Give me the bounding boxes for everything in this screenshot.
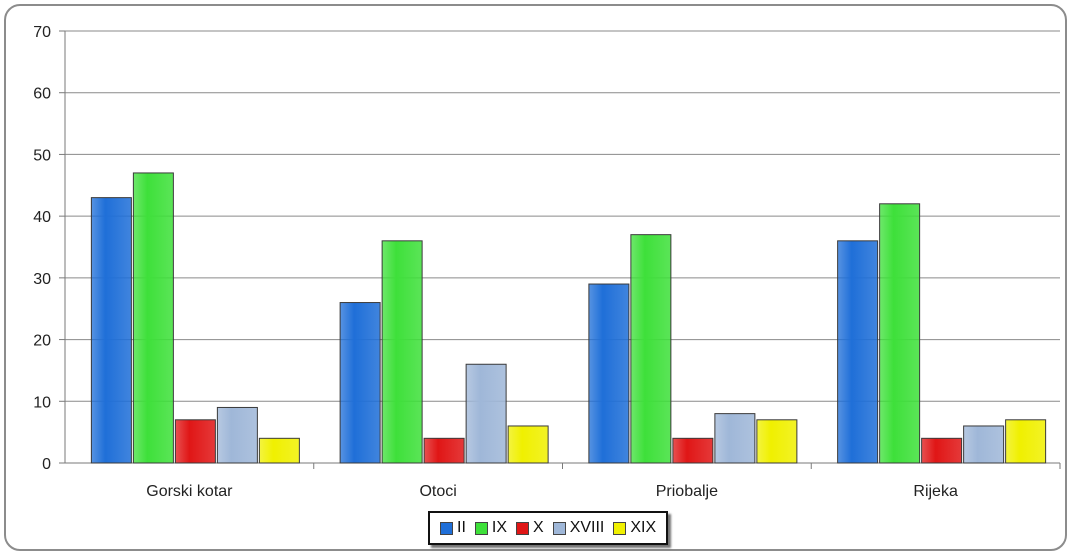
bar-X-rijeka bbox=[921, 437, 963, 464]
bar-XVIII-gorski-kotar bbox=[216, 406, 258, 464]
bar-II-otoci bbox=[339, 302, 381, 464]
legend-label: IX bbox=[491, 519, 508, 536]
x-tick-label: Otoci bbox=[419, 483, 456, 500]
y-tick-label: 0 bbox=[42, 456, 51, 473]
x-axis-ticks: Gorski kotar Otoci Priobalje Rijeka bbox=[146, 463, 1061, 500]
y-tick-label: 30 bbox=[33, 271, 51, 288]
bar-II-priobalje bbox=[588, 283, 630, 464]
legend-item: II bbox=[440, 519, 466, 537]
bar-X-priobalje bbox=[672, 437, 714, 464]
x-tick-label: Priobalje bbox=[656, 483, 718, 500]
bar-IX-rijeka bbox=[879, 203, 921, 464]
y-tick-label: 60 bbox=[33, 86, 51, 103]
bars bbox=[90, 172, 1047, 464]
y-tick-label: 70 bbox=[33, 24, 51, 41]
bar-IX-otoci bbox=[381, 240, 423, 464]
legend-label: II bbox=[457, 519, 466, 536]
legend-swatch bbox=[474, 521, 488, 535]
x-tick-label: Rijeka bbox=[913, 483, 958, 500]
y-axis-ticks: 0 10 20 30 40 50 60 70 bbox=[33, 24, 65, 473]
legend-swatch bbox=[613, 521, 627, 535]
bar-II-rijeka bbox=[837, 240, 879, 464]
legend-swatch bbox=[552, 521, 566, 535]
bar-XVIII-otoci bbox=[465, 363, 507, 464]
legend-item: XVIII bbox=[552, 519, 605, 537]
bar-X-otoci bbox=[423, 437, 465, 464]
bar-X-gorski-kotar bbox=[174, 419, 216, 464]
legend-swatch bbox=[516, 521, 530, 535]
bar-XIX-gorski-kotar bbox=[258, 437, 300, 464]
bar-XIX-otoci bbox=[507, 425, 549, 464]
legend: II IX X XVIII XIX bbox=[428, 511, 669, 545]
bar-XVIII-priobalje bbox=[714, 413, 756, 464]
legend-item: X bbox=[516, 519, 544, 537]
y-tick-label: 40 bbox=[33, 209, 51, 226]
legend-swatch bbox=[440, 521, 453, 535]
bar-XIX-rijeka bbox=[1005, 419, 1047, 464]
legend-label: XVIII bbox=[569, 519, 605, 536]
legend-label: XIX bbox=[630, 519, 657, 536]
bar-XVIII-rijeka bbox=[963, 425, 1005, 464]
y-tick-label: 10 bbox=[33, 394, 51, 411]
bar-XIX-priobalje bbox=[756, 419, 798, 464]
bar-II-gorski-kotar bbox=[90, 197, 132, 464]
bar-IX-gorski-kotar bbox=[132, 172, 174, 464]
bar-IX-priobalje bbox=[630, 234, 672, 464]
x-tick-label: Gorski kotar bbox=[146, 483, 233, 500]
y-tick-label: 20 bbox=[33, 333, 51, 350]
legend-label: X bbox=[533, 519, 544, 536]
legend-item: IX bbox=[474, 519, 508, 537]
legend-item: XIX bbox=[613, 519, 656, 537]
y-tick-label: 50 bbox=[33, 147, 51, 164]
